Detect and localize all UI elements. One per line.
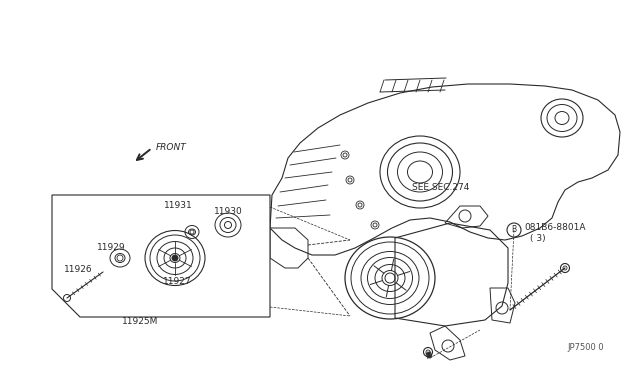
Text: FRONT: FRONT: [156, 144, 187, 153]
Polygon shape: [52, 195, 270, 317]
Text: SEE SEC.274: SEE SEC.274: [412, 183, 469, 192]
Text: ( 3): ( 3): [530, 234, 546, 244]
Text: 11925M: 11925M: [122, 317, 158, 327]
Text: 11931: 11931: [164, 202, 193, 211]
Text: 11927: 11927: [163, 278, 191, 286]
Text: 081B6-8801A: 081B6-8801A: [524, 224, 586, 232]
Text: 11926: 11926: [64, 266, 93, 275]
Text: 11929: 11929: [97, 244, 125, 253]
Circle shape: [172, 255, 178, 261]
Text: JP7500 0: JP7500 0: [567, 343, 604, 353]
Text: 11930: 11930: [214, 208, 243, 217]
Text: B: B: [511, 225, 516, 234]
